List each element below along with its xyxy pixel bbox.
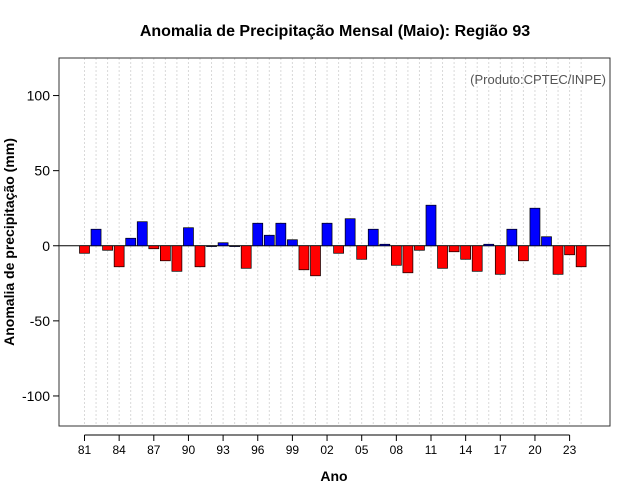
y-tick-label: -50 <box>30 313 50 329</box>
bar-2001 <box>310 245 321 277</box>
bar-1998 <box>275 222 287 247</box>
bar-2018 <box>506 228 518 247</box>
bar-1993 <box>217 242 229 247</box>
bar-1995 <box>240 245 252 269</box>
bar-1990 <box>183 227 194 247</box>
bar-1992 <box>206 245 217 247</box>
y-axis-label: Anomalia de precipitação (mm) <box>1 138 17 346</box>
bar-1984 <box>113 245 125 268</box>
bar-1996 <box>252 222 264 247</box>
bar-2013 <box>448 245 460 253</box>
bar-2004 <box>344 218 356 247</box>
x-tick-label: 11 <box>425 443 438 457</box>
bar-1987 <box>148 245 160 250</box>
bar-1997 <box>263 234 275 247</box>
bar-2005 <box>356 245 368 260</box>
bar-1991 <box>194 245 206 268</box>
bar-1986 <box>136 221 148 247</box>
x-tick-label: 02 <box>320 443 334 457</box>
x-tick-label: 84 <box>112 443 126 457</box>
bar-2006 <box>367 228 379 247</box>
y-tick-label: 50 <box>34 163 50 179</box>
x-tick-label: 20 <box>528 443 542 457</box>
y-tick-label: 0 <box>42 238 50 254</box>
y-axis: 100 50 0 -50 -100 <box>22 88 59 404</box>
x-tick-label: 14 <box>459 443 473 457</box>
bar-2023 <box>564 245 575 256</box>
bar-2009 <box>402 245 414 274</box>
bar-1999 <box>287 239 298 247</box>
x-tick-label: 90 <box>182 443 196 457</box>
bar-2014 <box>460 245 471 260</box>
bar-2019 <box>518 245 529 262</box>
bar-1981 <box>79 245 90 254</box>
bar-2008 <box>391 245 402 266</box>
bar-1985 <box>125 237 137 247</box>
x-tick-label: 08 <box>390 443 404 457</box>
y-tick-label: 100 <box>27 88 51 104</box>
y-tick-label: -100 <box>22 388 50 404</box>
bar-2022 <box>552 245 564 275</box>
x-tick-label: 23 <box>563 443 577 457</box>
bar-2011 <box>425 204 437 247</box>
bar-2010 <box>414 245 425 251</box>
x-tick-label: 87 <box>147 443 161 457</box>
bar-2015 <box>471 245 483 272</box>
bar-2007 <box>379 243 391 247</box>
x-axis: 81 84 87 90 93 96 99 02 05 08 11 14 17 20 23 <box>78 434 577 457</box>
bar-2017 <box>494 245 506 275</box>
bar-2020 <box>529 207 541 247</box>
credit-label: (Produto:CPTEC/INPE) <box>470 72 606 87</box>
x-tick-label: 99 <box>286 443 300 457</box>
bar-2002 <box>321 222 333 247</box>
bar-1988 <box>160 245 171 262</box>
chart-title: Anomalia de Precipitação Mensal (Maio): … <box>140 23 530 40</box>
x-axis-label: Ano <box>320 468 347 484</box>
bar-2003 <box>333 245 344 254</box>
plot-border <box>58 57 611 427</box>
bar-2000 <box>298 245 310 271</box>
bar-2024 <box>575 245 587 268</box>
bar-1994 <box>229 245 240 247</box>
bar-2016 <box>483 243 495 247</box>
bar-1989 <box>171 245 183 272</box>
bar-2021 <box>541 236 552 247</box>
x-tick-label: 05 <box>355 443 369 457</box>
x-tick-label: 17 <box>494 443 508 457</box>
bars <box>79 204 587 277</box>
bar-1983 <box>102 245 113 251</box>
bar-1982 <box>90 228 102 247</box>
x-tick-label: 81 <box>78 443 92 457</box>
x-tick-label: 93 <box>216 443 230 457</box>
x-tick-label: 96 <box>251 443 265 457</box>
bar-2012 <box>437 245 448 269</box>
